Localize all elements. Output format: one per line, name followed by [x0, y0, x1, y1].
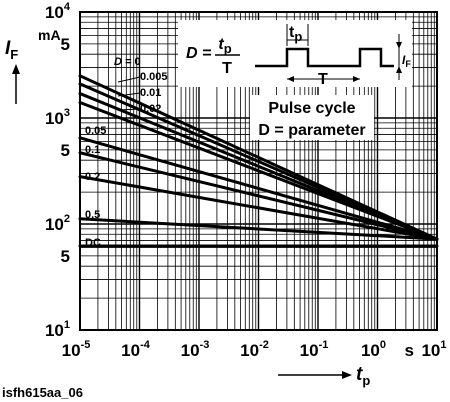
- series-label-2: 0.01: [140, 87, 161, 99]
- series-layer: [78, 74, 439, 248]
- series-label-8: DC: [85, 237, 101, 249]
- y-axis-arrowhead: [12, 64, 20, 74]
- y-tick-label: 103: [45, 107, 70, 128]
- series-label-1: 0.005: [140, 71, 168, 83]
- y-tick-labels: 101 5 102 5 103 5 104: [45, 1, 71, 340]
- x-tick-label: 100: [361, 339, 386, 360]
- plot-frame: [79, 11, 438, 331]
- series-label-4: 0.05: [85, 125, 106, 137]
- annotation-box: Pulse cycle D = parameter: [250, 95, 374, 140]
- series-line-7: [78, 217, 439, 241]
- formula-lhs: D =: [186, 45, 211, 62]
- x-tick-label: 10-3: [181, 339, 210, 360]
- x-unit: s: [405, 341, 414, 360]
- series-label-leader: [117, 76, 141, 83]
- x-axis-arrowhead: [342, 371, 352, 379]
- series-label-3: 0.02: [140, 103, 161, 115]
- y-tick-label: 101: [45, 319, 70, 340]
- inset-box: D = tp T tp T IF: [178, 20, 412, 88]
- period-label: T: [318, 71, 328, 88]
- series-labels: D = 0 0.005 0.01 0.02 0.05 0.1 0.2 0.5 DC: [85, 56, 168, 249]
- period-arrowhead-left: [287, 76, 294, 82]
- series-line-6: [78, 175, 439, 241]
- formula-numerator: tp: [218, 36, 231, 56]
- y-tick-label: 5: [61, 247, 70, 266]
- x-tick-labels: 10-5 10-4 10-3 10-2 10-1 100 101 s: [62, 339, 447, 360]
- x-tick-label: 101: [421, 339, 446, 360]
- y-tick-label: 5: [61, 35, 70, 54]
- series-label-7: 0.5: [85, 209, 100, 221]
- series-line-1: [78, 82, 439, 241]
- y-tick-label: 104: [45, 1, 71, 22]
- series-label-5: 0.1: [85, 144, 100, 156]
- series-line-5: [78, 151, 439, 241]
- annotation-d-parameter: D = parameter: [258, 122, 365, 139]
- x-tick-label: 10-1: [300, 339, 329, 360]
- series-label-leader: [117, 92, 141, 97]
- y-tick-label: 102: [45, 213, 70, 234]
- series-line-3: [78, 101, 439, 241]
- series-line-4: [78, 136, 439, 241]
- x-tick-label: 10-2: [240, 339, 269, 360]
- series-label-6: 0.2: [85, 171, 100, 183]
- series-label-0: D = 0: [114, 56, 141, 68]
- y-tick-label: 5: [61, 141, 70, 160]
- amplitude-label: IF: [402, 53, 411, 69]
- amplitude-arrowhead-bottom: [396, 66, 402, 73]
- annotation-pulse-cycle: Pulse cycle: [268, 100, 355, 117]
- period-arrowhead-right: [353, 76, 360, 82]
- y-unit: mA: [38, 27, 61, 43]
- pulse-waveform: [255, 47, 394, 68]
- y-axis-title: IF: [5, 38, 18, 62]
- formula-denominator: T: [222, 60, 232, 77]
- series-label-leader: [117, 108, 141, 111]
- figure-id-caption: isfh615aa_06: [2, 385, 83, 400]
- x-axis-title: tp: [356, 364, 370, 388]
- x-tick-label: 10-5: [62, 339, 91, 360]
- pulse-width-label: tp: [289, 24, 302, 44]
- x-tick-label: 10-4: [121, 339, 151, 360]
- amplitude-arrowhead-top: [396, 42, 402, 49]
